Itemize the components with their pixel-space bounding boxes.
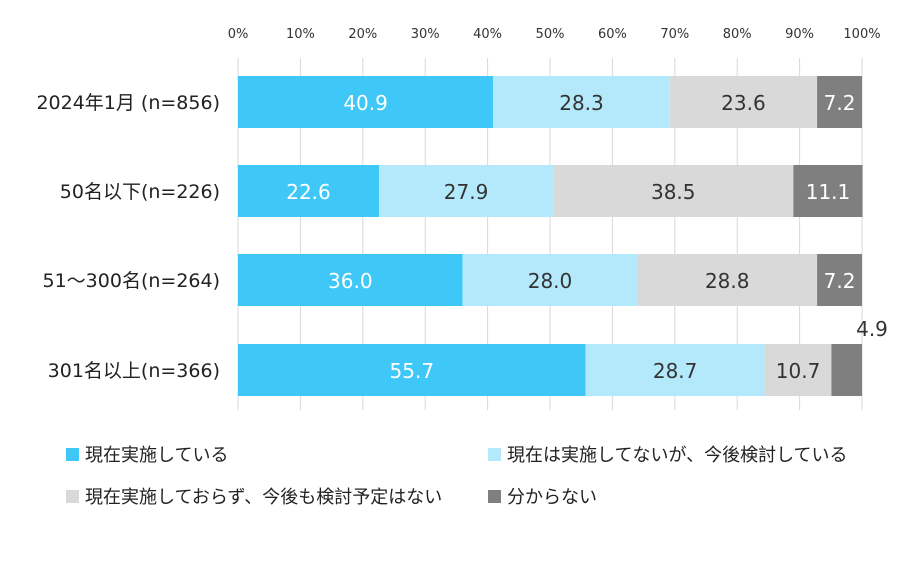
bar-segment [379,165,554,217]
data-label: 28.0 [528,269,573,293]
bar-segment [637,254,818,306]
data-label: 28.8 [705,269,750,293]
legend-swatch [488,448,501,461]
x-tick-label: 60% [598,27,627,42]
x-tick-label: 50% [536,27,565,42]
x-tick-label: 90% [785,27,814,42]
legend-label: 現在は実施してないが、今後検討している [507,445,848,466]
legend-swatch [66,490,79,503]
category-label: 50名以下(n=226) [60,181,220,203]
data-label: 7.2 [824,269,856,293]
x-tick-label: 100% [843,27,880,42]
legend-label: 現在実施しておらず、今後も検討予定はない [85,487,442,508]
x-tick-label: 40% [473,27,502,42]
data-label: 28.3 [559,91,604,115]
bar-segment [585,344,765,396]
legend-label: 分からない [507,487,597,508]
x-tick-label: 20% [348,27,377,42]
bar-segment [238,165,380,217]
legend-label: 現在実施している [85,445,228,466]
category-label: 301名以上(n=366) [48,360,220,382]
data-label: 4.9 [856,317,888,341]
data-label: 38.5 [651,180,696,204]
x-tick-label: 30% [411,27,440,42]
bar-segment [238,254,463,306]
legend-swatch [66,448,79,461]
data-label: 55.7 [390,359,435,383]
data-label: 40.9 [343,91,388,115]
bar-segment [493,76,670,128]
x-tick-label: 10% [286,27,315,42]
category-label: 51～300名(n=264) [43,270,221,292]
data-label: 11.1 [806,180,851,204]
bar-segment [764,344,832,396]
bar-segment [793,165,863,217]
bar-segment [238,344,586,396]
bar-segment [553,165,794,217]
category-label: 2024年1月 (n=856) [36,92,220,114]
data-label: 23.6 [721,91,766,115]
bar-segment [669,76,818,128]
data-label: 22.6 [286,180,331,204]
data-label: 27.9 [444,180,489,204]
bar-segment [817,76,862,128]
data-label: 7.2 [824,91,856,115]
data-label: 10.7 [776,359,821,383]
x-tick-label: 70% [660,27,689,42]
data-label: 36.0 [328,269,373,293]
bar-segment [462,254,638,306]
x-tick-label: 80% [723,27,752,42]
bar-segment [831,344,862,396]
bar-segment [238,76,494,128]
x-tick-label: 0% [228,27,249,42]
data-label: 28.7 [653,359,698,383]
legend-swatch [488,490,501,503]
bar-segment [817,254,862,306]
